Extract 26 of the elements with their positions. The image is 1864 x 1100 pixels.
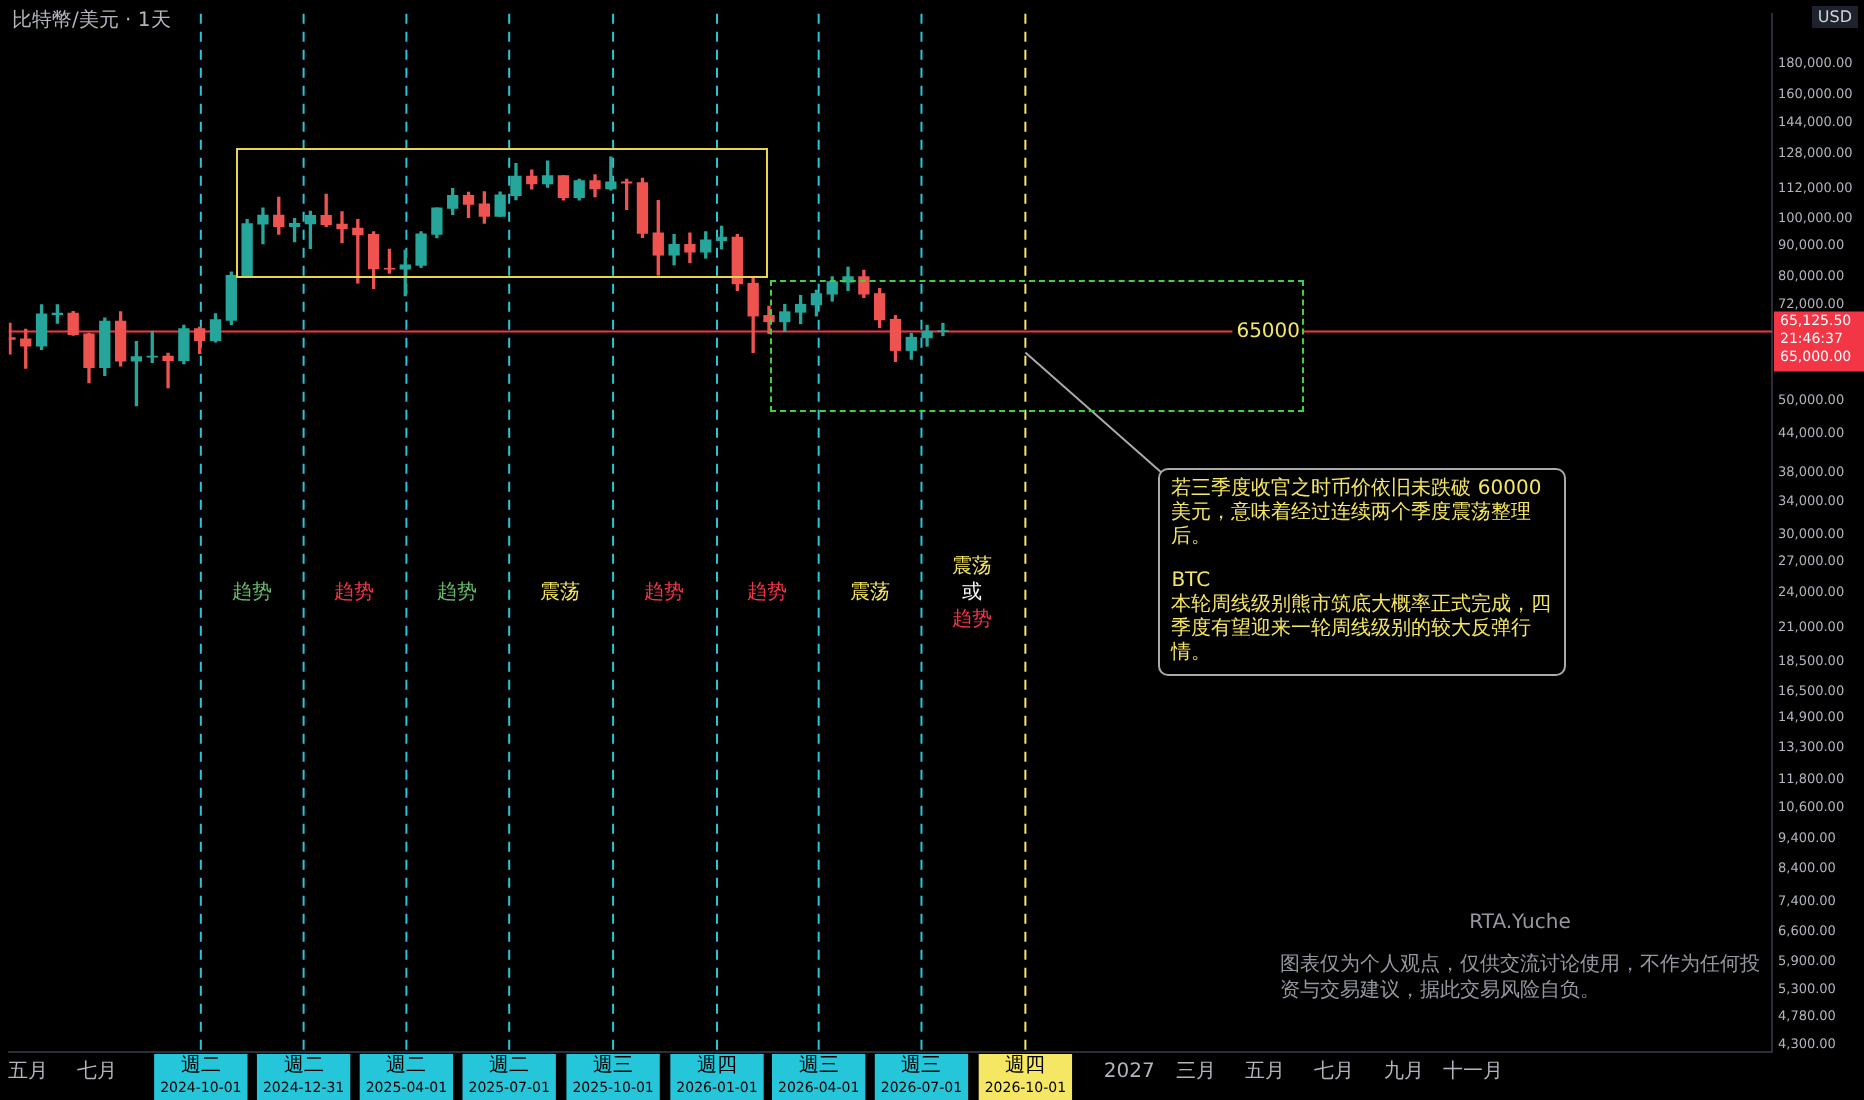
- x-tick-label: 2027: [1103, 1061, 1155, 1084]
- x-tick-label: 七月: [1313, 1059, 1354, 1084]
- y-axis-title: USD: [1811, 6, 1858, 28]
- x-tick-label: 七月: [76, 1059, 117, 1084]
- annotation: 趋势: [437, 580, 478, 605]
- annotation: 本轮周线级别熊市筑底大概率正式完成，四季度有望迎来一轮周线级别的较大反弹行情。: [1171, 594, 1552, 667]
- annotation: 趋势: [746, 580, 787, 605]
- chart-title: 比特幣/美元 · 1天: [12, 7, 171, 34]
- annotation: 或: [962, 580, 983, 605]
- annotation: 趋势: [643, 580, 684, 605]
- annotation: 震荡: [540, 580, 581, 605]
- annotation: 震荡: [952, 554, 993, 579]
- annotation: BTC: [1171, 570, 1213, 593]
- x-tick-label: 五月: [8, 1061, 48, 1084]
- annotation: 趋势: [231, 580, 272, 605]
- annotation: 震荡: [849, 580, 890, 605]
- annotation: 65000: [1236, 320, 1301, 343]
- annotation: RTA.Yuche: [1467, 910, 1573, 936]
- x-tick-label: 九月: [1383, 1059, 1424, 1084]
- x-tick-label: 五月: [1244, 1061, 1285, 1084]
- annotation: 若三季度收官之时币价依旧未跌破 60000 美元，意味着经过连续两个季度震荡整理后。: [1171, 478, 1544, 551]
- x-tick-label: 三月: [1175, 1061, 1216, 1084]
- annotation: 趋势: [952, 606, 993, 631]
- annotation: 图表仅为个人观点，仅供交流讨论使用，不作为任何投资与交易建议，据此交易风险自负。: [1280, 952, 1760, 1004]
- annotation: 趋势: [334, 580, 375, 605]
- x-tick-label: 十一月: [1442, 1059, 1503, 1084]
